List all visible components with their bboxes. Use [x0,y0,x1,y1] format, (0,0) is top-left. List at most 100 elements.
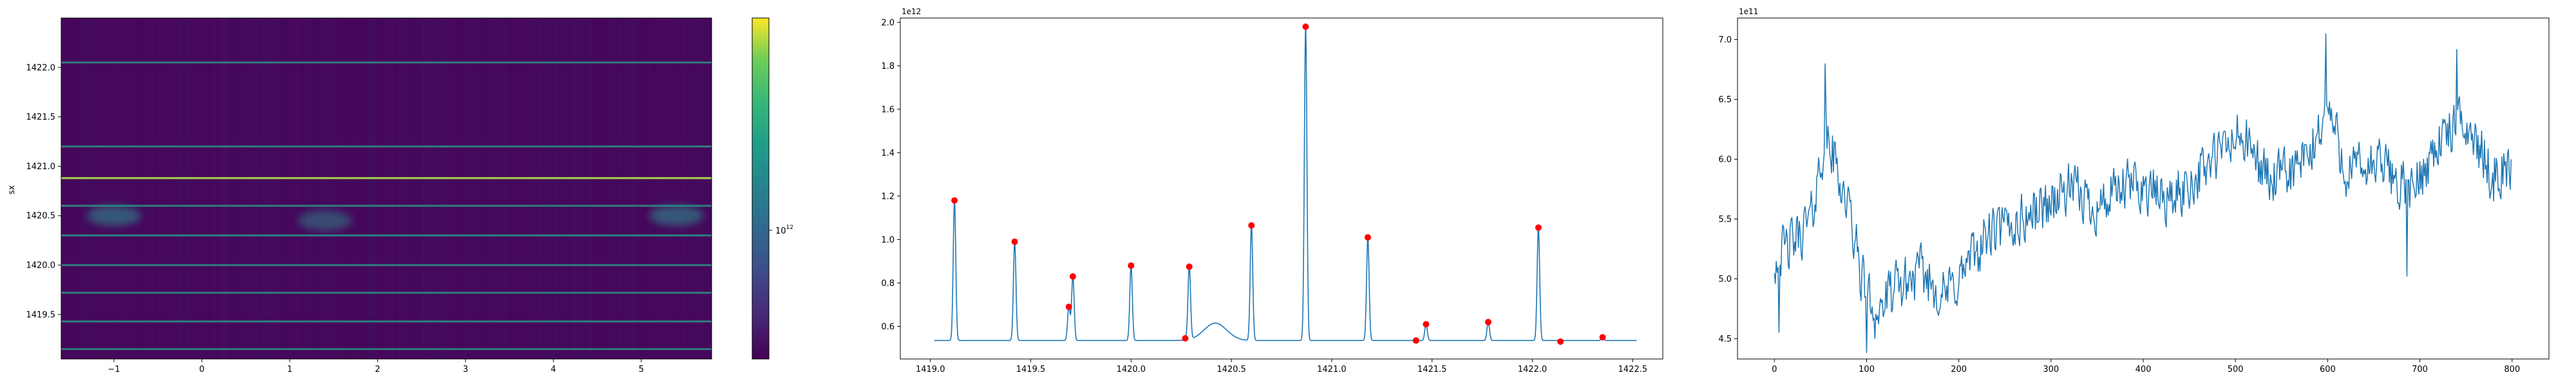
heatmap-texture-column [365,18,368,359]
heatmap-texture-column [499,18,502,359]
heatmap-texture-column [649,18,651,359]
heatmap-texture-column [661,18,664,359]
heatmap-texture-column [424,18,427,359]
heatmap-texture-column [360,18,363,359]
heatmap-texture-column [491,18,494,359]
heatmap-x-axis: −1 0 1 2 3 4 5 [108,359,644,374]
heatmap-texture-column [582,18,584,359]
spectrum-x-tick-label: 1420.0 [1117,365,1146,374]
heatmap-texture-column [600,18,602,359]
heatmap-texture-column [628,18,630,359]
heatmap-texture-column [620,18,623,359]
heatmap-texture-column [352,18,355,359]
heatmap-bright-band [61,264,712,266]
spectrum-frame [900,17,1663,360]
heatmap-texture-column [180,18,182,359]
heatmap-texture-column [463,18,466,359]
spectrum-x-axis: 1419.0 1419.5 1420.0 1420.5 1421.0 1421.5 1422… [916,359,1647,374]
spectrum-y-tick-label: 1.0 [881,235,895,245]
heatmap-texture-column [61,18,64,359]
heatmap-texture-column [409,18,412,359]
colorbar: 1012 [752,17,793,360]
heatmap-texture-column [646,18,649,359]
heatmap-texture-column [538,18,540,359]
heatmap-texture-column [126,18,128,359]
heatmap-texture-column [571,18,574,359]
heatmap-texture-column [705,18,708,359]
heatmap-texture-column [110,18,113,359]
peak-marker [1186,263,1193,270]
heatmap-texture-column [301,18,303,359]
heatmap-texture-column [154,18,156,359]
heatmap-texture-column [234,18,236,359]
heatmap-texture-column [342,18,345,359]
heatmap-texture-column [247,18,249,359]
heatmap-y-tick-label: 1422.0 [26,63,56,73]
heatmap-texture-column [229,18,231,359]
peak-marker [1182,335,1189,342]
heatmap-texture-column [298,18,301,359]
heatmap-texture-column [283,18,285,359]
heatmap-texture-column [265,18,267,359]
heatmap-texture-column [306,18,308,359]
heatmap-texture-column [453,18,455,359]
heatmap-texture-column [316,18,319,359]
heatmap-texture-column [226,18,229,359]
spectrum-x-tick-label: 1421.5 [1417,365,1447,374]
heatmap-texture-column [556,18,558,359]
heatmap-texture-column [540,18,543,359]
heatmap-texture-column [324,18,327,359]
spectrum-plot-area [934,23,1637,345]
heatmap-texture-column [141,18,144,359]
spectrum-x-tick-label: 1422.5 [1618,365,1648,374]
heatmap-texture-column [221,18,223,359]
heatmap-texture-column [252,18,254,359]
heatmap-texture-column [448,18,450,359]
heatmap-texture-column [213,18,216,359]
heatmap-texture-column [623,18,625,359]
heatmap-x-tick-label: 3 [463,365,468,374]
heatmap-texture-column [182,18,185,359]
heatmap-texture-column [149,18,151,359]
heatmap-texture-column [337,18,339,359]
heatmap-texture-column [193,18,195,359]
heatmap-texture-column [437,18,440,359]
heatmap-texture-column [347,18,350,359]
heatmap-texture-column [450,18,453,359]
heatmap-texture-column [690,18,692,359]
heatmap-texture-column [700,18,703,359]
heatmap-texture-column [553,18,556,359]
heatmap-x-tick-label: 0 [199,365,204,374]
heatmap-texture-column [471,18,473,359]
heatmap-texture-column [82,18,84,359]
heatmap-texture-column [708,18,710,359]
heatmap-texture-column [120,18,123,359]
spectrum-y-axis: 0.6 0.8 1.0 1.2 1.4 1.6 1.8 2.0 [881,18,900,332]
peak-marker [1423,320,1430,327]
heatmap-texture-column [512,18,515,359]
heatmap-bright-band [61,348,712,351]
heatmap-texture-column [543,18,545,359]
heatmap-texture-column [131,18,133,359]
heatmap-texture-column [198,18,200,359]
heatmap-texture-column [177,18,180,359]
heatmap-texture-column [682,18,685,359]
heatmap-texture-column [208,18,211,359]
heatmap-texture-column [672,18,674,359]
heatmap-texture-column [175,18,177,359]
heatmap-y-axis: 1419.5 1420.0 1420.5 1421.0 1421.5 1422.0 [26,63,61,320]
heatmap-texture-column [574,18,576,359]
heatmap-texture-column [687,18,690,359]
spectrum-y-tick-label: 0.8 [881,279,895,288]
heatmap-texture-column [566,18,569,359]
heatmap-texture-column [393,18,396,359]
heatmap-texture-column [339,18,342,359]
heatmap-texture-column [311,18,314,359]
heatmap-texture-column [293,18,296,359]
heatmap-texture-column [156,18,159,359]
heatmap-texture-column [138,18,141,359]
heatmap-texture-column [507,18,509,359]
heatmap-texture-column [564,18,566,359]
heatmap-texture-column [545,18,548,359]
heatmap-texture-column [373,18,375,359]
